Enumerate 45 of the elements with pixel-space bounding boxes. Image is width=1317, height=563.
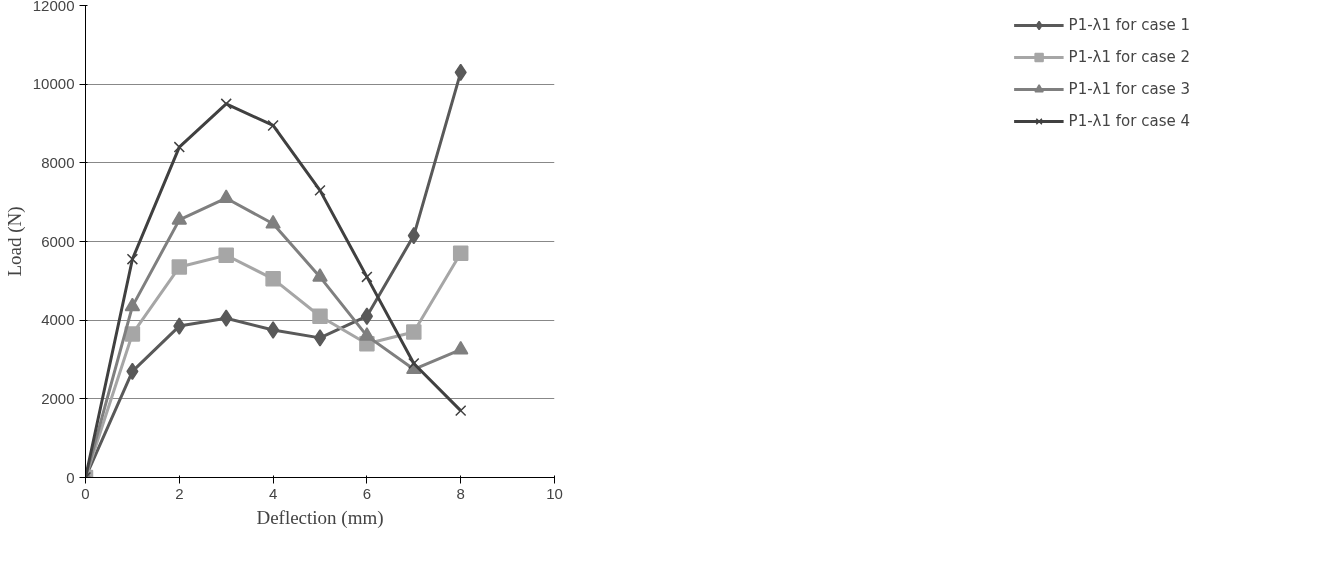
y-axis-title: Load (N) <box>3 206 26 277</box>
point <box>218 247 234 264</box>
x-tick-label: 2 <box>175 484 184 502</box>
x-tick-label: 10 <box>546 484 563 502</box>
legend-label: P1-λ1 for case 1 <box>1068 16 1190 34</box>
point <box>452 245 469 262</box>
y-tick-label: 2000 <box>41 389 75 407</box>
point <box>267 321 280 339</box>
point <box>267 119 279 132</box>
y-tick-label: 8000 <box>41 153 75 171</box>
legend-label: P1-λ1 for case 2 <box>1068 48 1190 66</box>
point <box>173 317 186 335</box>
x-axis-title: Deflection (mm) <box>256 506 384 529</box>
y-tick-label: 12000 <box>32 0 75 14</box>
x-tick-label: 0 <box>81 484 90 502</box>
point <box>360 307 373 325</box>
legend-label: P1-λ1 for case 4 <box>1068 112 1190 130</box>
legend-label: P1-λ1 for case 3 <box>1068 80 1190 98</box>
x-tick-label: 4 <box>268 484 278 502</box>
point <box>359 327 375 341</box>
x-tick-label: 8 <box>456 484 465 502</box>
point <box>126 253 139 265</box>
point <box>173 141 185 153</box>
y-tick-label: 0 <box>66 468 75 486</box>
point <box>171 259 188 275</box>
point <box>124 297 141 312</box>
point <box>171 211 188 225</box>
point <box>312 268 328 282</box>
x-tick-label: 6 <box>362 484 372 502</box>
point <box>452 340 469 355</box>
point <box>312 308 328 324</box>
point <box>361 271 373 283</box>
point <box>265 214 281 229</box>
point <box>406 324 422 340</box>
point <box>265 271 281 287</box>
y-tick-label: 6000 <box>41 232 75 250</box>
point <box>455 404 467 417</box>
y-tick-label: 4000 <box>41 311 75 329</box>
y-tick-label: 10000 <box>32 75 75 93</box>
point <box>220 309 233 327</box>
point <box>314 184 326 197</box>
point <box>408 357 420 370</box>
point <box>220 98 232 110</box>
point <box>313 329 327 347</box>
point <box>218 189 234 204</box>
